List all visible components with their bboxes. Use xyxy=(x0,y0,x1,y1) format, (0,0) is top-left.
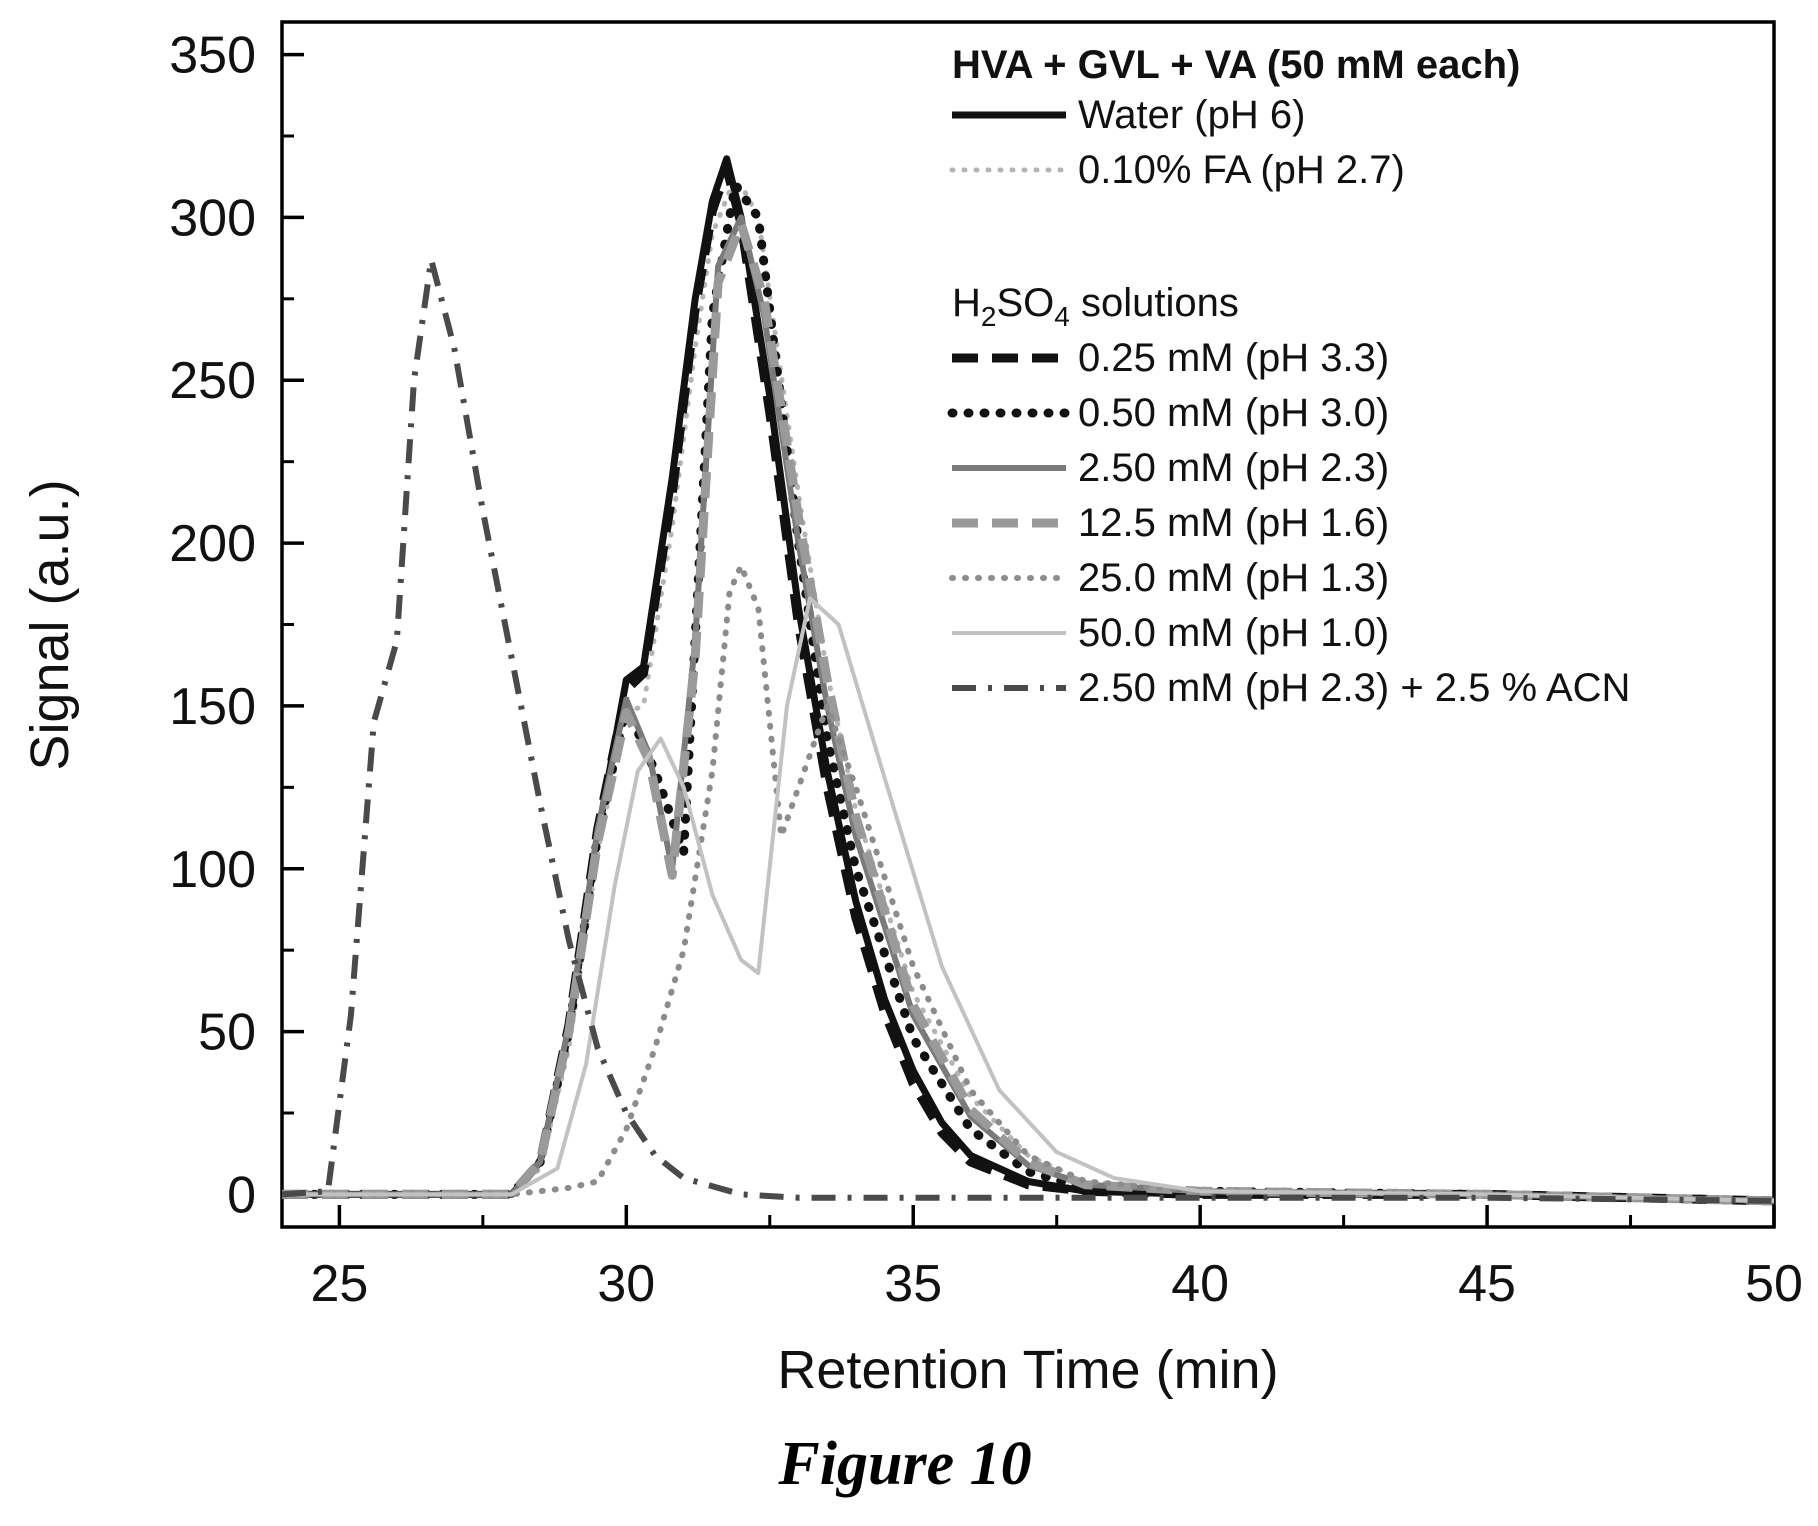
y-tick-label: 50 xyxy=(198,1004,256,1062)
legend-label-5: 2.50 mM (pH 2.3) xyxy=(1078,446,1389,490)
y-tick-label: 250 xyxy=(169,352,256,410)
legend-title: HVA + GVL + VA (50 mM each) xyxy=(952,43,1520,87)
x-tick-label: 45 xyxy=(1458,1255,1516,1313)
y-tick-label: 0 xyxy=(227,1166,256,1224)
legend-label-9: 2.50 mM (pH 2.3) + 2.5 % ACN xyxy=(1078,666,1630,710)
x-tick-labels: 25 30 35 40 45 50 xyxy=(310,1255,1802,1313)
y-axis-title: Signal (a.u.) xyxy=(20,479,80,770)
series-lines xyxy=(282,155,1774,1206)
x-tick-label: 25 xyxy=(310,1255,368,1313)
legend-label-6: 12.5 mM (pH 1.6) xyxy=(1078,501,1389,545)
y-tick-label: 150 xyxy=(169,678,256,736)
legend-subheading-sub2: 4 xyxy=(1054,301,1070,332)
legend-label-4: 0.50 mM (pH 3.0) xyxy=(1078,391,1389,435)
x-tick-label: 30 xyxy=(597,1255,655,1313)
legend-subheading-h: H xyxy=(952,281,981,325)
legend-label-1: Water (pH 6) xyxy=(1078,93,1305,137)
legend-group-1: Water (pH 6) 0.10% FA (pH 2.7) xyxy=(949,93,1405,192)
legend-subheading: H2SO4 solutions xyxy=(952,281,1239,332)
y-tick-label: 300 xyxy=(169,189,256,247)
legend-label-8: 50.0 mM (pH 1.0) xyxy=(1078,611,1389,655)
series-line-6 xyxy=(282,219,1774,1206)
legend-subheading-suffix: solutions xyxy=(1070,281,1239,325)
series-line-8 xyxy=(282,596,1774,1203)
series-line-7 xyxy=(282,562,1774,1204)
x-tick-label: 35 xyxy=(884,1255,942,1313)
legend-group-2: 0.25 mM (pH 3.3) 0.50 mM (pH 3.0) 2.50 mM … xyxy=(947,336,1630,710)
legend-subheading-so: SO xyxy=(996,281,1054,325)
series-line-4 xyxy=(282,180,1774,1206)
legend-subheading-sub1: 2 xyxy=(981,301,997,332)
y-tick-labels: 0 50 100 150 200 250 300 350 xyxy=(169,27,256,1225)
y-tick-label: 200 xyxy=(169,515,256,573)
legend: HVA + GVL + VA (50 mM each) Water (pH 6)… xyxy=(947,43,1630,710)
x-tick-label: 50 xyxy=(1745,1255,1803,1313)
y-tick-label: 350 xyxy=(169,27,256,85)
figure-caption: Figure 10 xyxy=(777,1430,1031,1498)
series-line-9 xyxy=(282,256,1774,1204)
y-tick-label: 100 xyxy=(169,841,256,899)
x-tick-label: 40 xyxy=(1171,1255,1229,1313)
x-axis-title: Retention Time (min) xyxy=(777,1340,1278,1400)
legend-label-2: 0.10% FA (pH 2.7) xyxy=(1078,148,1405,192)
legend-label-7: 25.0 mM (pH 1.3) xyxy=(1078,556,1389,600)
legend-label-3: 0.25 mM (pH 3.3) xyxy=(1078,336,1389,380)
